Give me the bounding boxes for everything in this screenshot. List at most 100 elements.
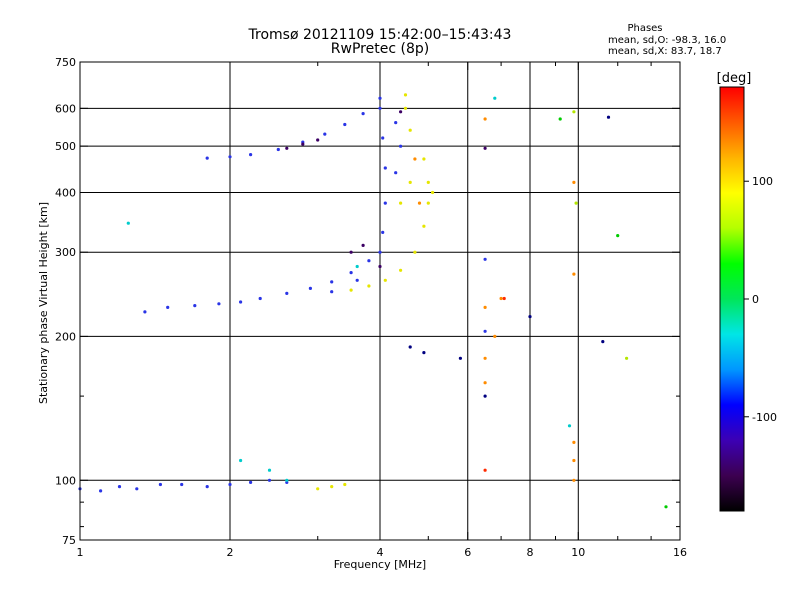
x-tick-label: 16 — [673, 546, 687, 559]
y-tick-label: 500 — [55, 140, 76, 153]
colorbar-tick-label: 0 — [752, 293, 759, 306]
data-point — [316, 138, 320, 142]
data-point — [158, 482, 162, 487]
data-point — [249, 480, 253, 484]
data-point — [239, 300, 243, 304]
data-point — [664, 505, 668, 509]
plot-grid — [80, 62, 680, 540]
data-point — [558, 117, 562, 121]
data-point — [483, 117, 487, 121]
data-point — [413, 157, 417, 161]
data-point — [502, 296, 506, 301]
data-point — [267, 478, 272, 482]
plot-frame — [79, 61, 681, 541]
data-point — [572, 440, 576, 444]
data-point — [399, 110, 403, 114]
data-point — [355, 278, 359, 282]
data-point — [625, 356, 629, 360]
data-point — [616, 234, 620, 238]
data-point — [399, 201, 403, 205]
data-point — [361, 112, 365, 116]
data-point — [399, 268, 403, 272]
y-tick-label: 400 — [55, 186, 76, 199]
plot-axes: 1 2 4 6 8 10 16 75 100 200 300 400 500 600 750 — [55, 56, 687, 559]
data-point — [249, 153, 253, 157]
data-point — [606, 115, 611, 119]
data-point — [349, 271, 353, 275]
data-point — [499, 296, 503, 301]
data-point — [483, 356, 487, 360]
data-point — [330, 280, 334, 284]
data-point — [408, 128, 412, 132]
data-point — [193, 304, 197, 308]
data-point — [205, 485, 209, 489]
data-point — [417, 201, 422, 205]
y-tick-label: 750 — [55, 56, 76, 69]
data-point — [383, 278, 387, 282]
data-point — [285, 291, 289, 295]
data-point — [378, 106, 382, 110]
data-point — [378, 96, 382, 100]
data-point — [135, 487, 139, 491]
y-tick-label: 300 — [55, 246, 76, 259]
colorbar — [720, 87, 744, 511]
x-axis-label: Frequency [MHz] — [334, 558, 426, 571]
data-point — [572, 272, 576, 276]
data-point — [493, 96, 497, 100]
data-point — [483, 305, 487, 309]
data-point — [330, 485, 334, 489]
data-point — [413, 250, 417, 254]
data-point — [408, 345, 412, 349]
data-point — [367, 284, 371, 288]
data-point — [493, 334, 497, 338]
data-point — [422, 157, 426, 161]
data-point — [205, 156, 209, 160]
chart-subtitle: RwPretec (8p) — [331, 41, 429, 57]
data-point — [483, 146, 487, 150]
y-tick-label: 600 — [55, 102, 76, 115]
data-point — [381, 230, 385, 234]
data-point — [383, 166, 387, 170]
data-point — [367, 259, 371, 263]
data-point — [258, 296, 262, 301]
data-point — [383, 201, 387, 205]
colorbar-tick-label: 100 — [752, 175, 773, 188]
phases-mean-x: mean, sd,X: 83.7, 18.7 — [608, 46, 722, 57]
data-point — [483, 468, 487, 472]
data-point — [217, 302, 221, 306]
data-point — [343, 122, 347, 127]
data-point — [285, 146, 289, 150]
data-point — [572, 180, 576, 184]
data-point — [228, 482, 232, 487]
data-point — [349, 288, 353, 292]
chart-title: Tromsø 20121109 15:42:00–15:43:43 — [248, 27, 512, 43]
x-tick-label: 8 — [527, 546, 534, 559]
data-point — [422, 351, 426, 355]
data-point — [426, 201, 430, 205]
data-point — [483, 329, 487, 333]
data-point — [267, 468, 272, 472]
data-point — [567, 424, 572, 428]
y-axis-label: Stationary phase Virtual Height [km] — [37, 202, 50, 404]
data-point — [408, 180, 412, 184]
colorbar-ticks: 100 0 -100 — [719, 86, 777, 512]
data-point — [431, 190, 435, 195]
x-tick-label: 2 — [227, 546, 234, 559]
phases-title: Phases — [627, 23, 662, 34]
data-point — [601, 340, 605, 344]
data-point — [426, 180, 430, 184]
data-point — [308, 286, 312, 290]
data-point — [483, 381, 487, 385]
data-point — [528, 315, 532, 319]
plot-points — [78, 93, 668, 509]
data-point — [483, 257, 487, 261]
data-point — [378, 264, 382, 269]
phases-mean-o: mean, sd,O: -98.3, 16.0 — [608, 35, 726, 46]
data-point — [330, 290, 334, 294]
data-point — [239, 458, 243, 463]
data-point — [349, 250, 353, 254]
data-point — [117, 485, 122, 489]
data-point — [394, 171, 398, 175]
data-point — [394, 121, 398, 125]
